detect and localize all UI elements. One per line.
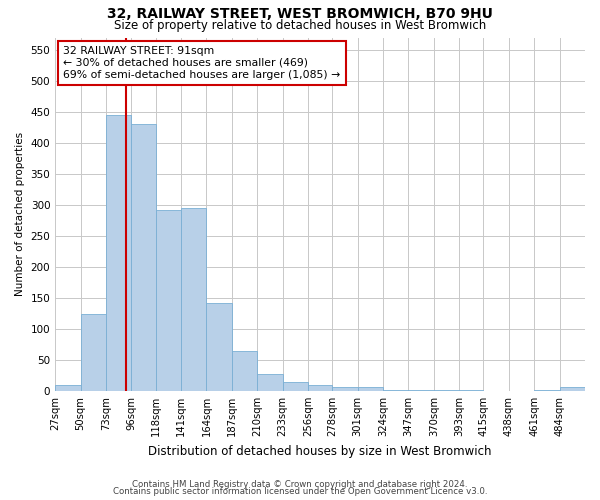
Bar [232,350,257,391]
Bar [459,390,484,391]
Bar [560,387,585,391]
X-axis label: Distribution of detached houses by size in West Bromwich: Distribution of detached houses by size … [148,444,492,458]
Y-axis label: Number of detached properties: Number of detached properties [15,132,25,296]
Text: Size of property relative to detached houses in West Bromwich: Size of property relative to detached ho… [114,18,486,32]
Bar [80,314,106,391]
Text: Contains HM Land Registry data © Crown copyright and database right 2024.: Contains HM Land Registry data © Crown c… [132,480,468,489]
Bar [206,303,232,391]
Bar [283,382,308,391]
Bar [332,386,358,391]
Bar [257,374,283,391]
Text: 32 RAILWAY STREET: 91sqm
← 30% of detached houses are smaller (469)
69% of semi-: 32 RAILWAY STREET: 91sqm ← 30% of detach… [63,46,340,80]
Bar [434,390,459,391]
Bar [409,390,434,391]
Bar [383,390,409,391]
Bar [308,386,332,391]
Bar [534,390,560,391]
Bar [181,208,206,391]
Bar [131,124,155,391]
Text: Contains public sector information licensed under the Open Government Licence v3: Contains public sector information licen… [113,487,487,496]
Text: 32, RAILWAY STREET, WEST BROMWICH, B70 9HU: 32, RAILWAY STREET, WEST BROMWICH, B70 9… [107,8,493,22]
Bar [55,384,80,391]
Bar [155,210,181,391]
Bar [106,115,131,391]
Bar [358,387,383,391]
